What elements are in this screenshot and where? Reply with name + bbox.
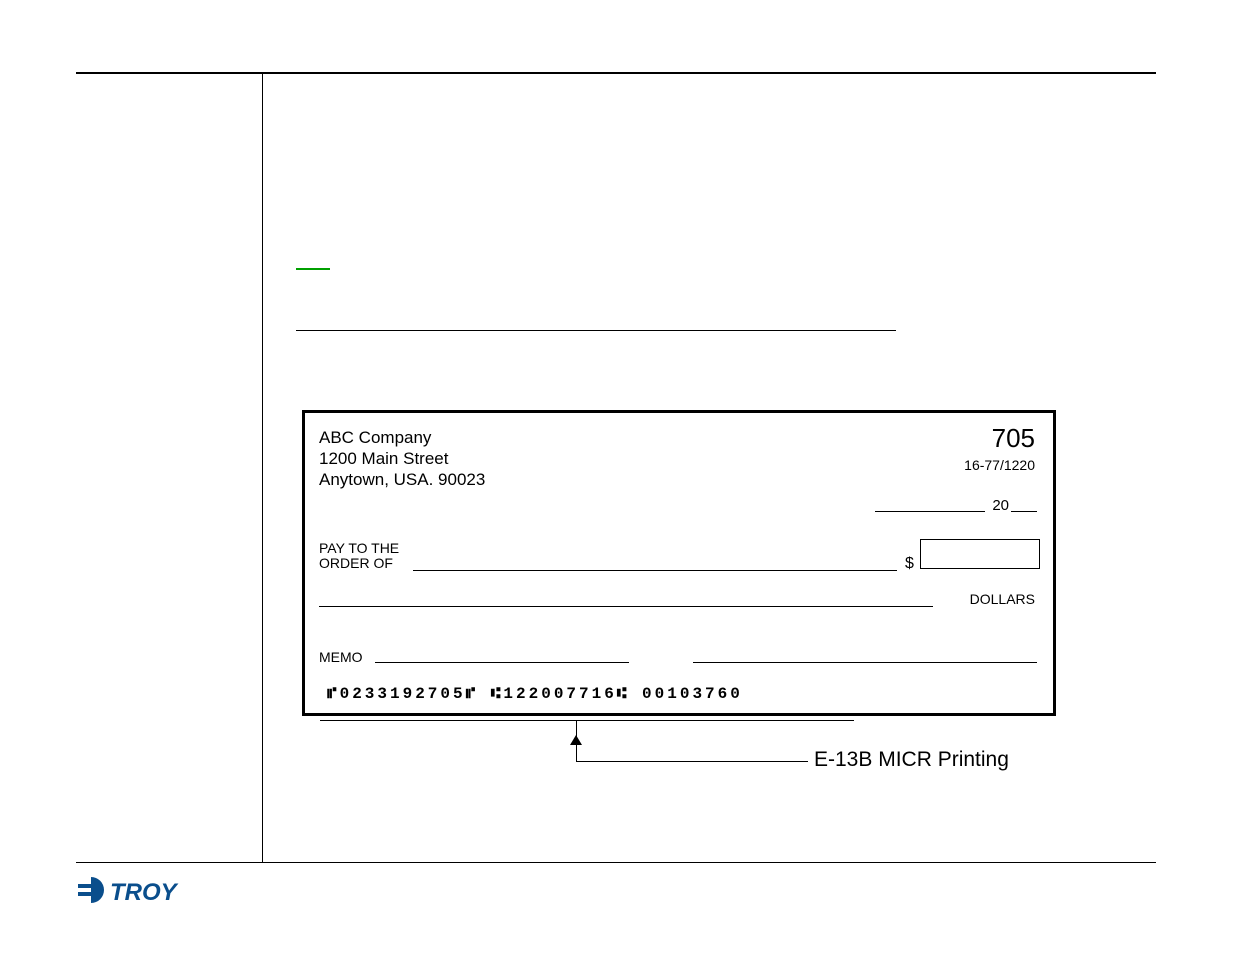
memo-label: MEMO — [319, 649, 363, 665]
troy-logo: TROY — [76, 874, 186, 910]
check-number: 705 — [992, 423, 1035, 454]
check-illustration: ABC Company 1200 Main Street Anytown, US… — [302, 410, 1056, 716]
payee-blank-line — [413, 570, 897, 571]
green-accent-mark — [296, 268, 330, 270]
dollar-sign: $ — [905, 555, 914, 573]
written-amount-line — [319, 606, 933, 607]
pay-to-line1: PAY TO THE — [319, 541, 399, 556]
micr-code-line: ⑈0233192705⑈ ⑆122007716⑆ 00103760 — [327, 685, 743, 703]
dollars-label: DOLLARS — [970, 591, 1035, 607]
date-century-label: 20 — [992, 497, 1009, 514]
routing-fraction: 16-77/1220 — [964, 457, 1035, 473]
pay-to-order-label: PAY TO THE ORDER OF — [319, 541, 399, 571]
section-heading-underline — [296, 330, 896, 331]
date-year-blank-line — [1011, 511, 1037, 512]
page-vertical-rule — [262, 74, 263, 862]
pay-to-line2: ORDER OF — [319, 556, 399, 571]
page-bottom-rule — [76, 862, 1156, 863]
logo-text: TROY — [110, 879, 179, 906]
callout-vertical-line — [576, 720, 577, 762]
payer-name: ABC Company — [319, 427, 485, 448]
payer-address-line2: Anytown, USA. 90023 — [319, 469, 485, 490]
payer-address-block: ABC Company 1200 Main Street Anytown, US… — [319, 427, 485, 490]
signature-blank-line — [693, 662, 1037, 663]
payer-address-line1: 1200 Main Street — [319, 448, 485, 469]
callout-label: E-13B MICR Printing — [814, 748, 1009, 772]
date-blank-line — [875, 511, 985, 512]
micr-underline-extension — [320, 720, 854, 721]
page-top-rule — [76, 72, 1156, 74]
callout-horizontal-line — [576, 761, 808, 762]
amount-box — [920, 539, 1040, 569]
memo-blank-line — [375, 662, 629, 663]
